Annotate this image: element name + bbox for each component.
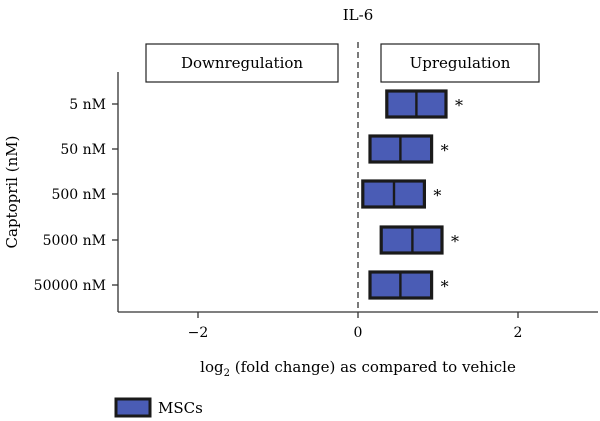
x-axis-label-subscript: 2 bbox=[224, 368, 230, 379]
significance-mark-2: * bbox=[433, 186, 441, 205]
significance-mark-0: * bbox=[455, 96, 463, 115]
x-tick-label: −2 bbox=[188, 325, 209, 341]
upregulation-label: Upregulation bbox=[410, 54, 511, 72]
significance-mark-1: * bbox=[441, 141, 449, 160]
y-tick-label: 500 nM bbox=[51, 187, 106, 203]
y-tick-label: 50 nM bbox=[60, 142, 106, 158]
x-axis-label: log2 (fold change) as compared to vehicl… bbox=[200, 358, 516, 379]
x-tick-label: 0 bbox=[354, 325, 363, 341]
significance-mark-4: * bbox=[441, 277, 449, 296]
legend-label: MSCs bbox=[158, 399, 203, 417]
x-axis-label-prefix: log bbox=[200, 358, 224, 376]
y-axis-label: Captopril (nM) bbox=[3, 136, 21, 249]
y-tick-label: 5 nM bbox=[69, 97, 106, 113]
downregulation-label: Downregulation bbox=[181, 54, 303, 72]
legend: MSCs bbox=[114, 397, 203, 418]
significance-mark-3: * bbox=[451, 232, 459, 251]
chart-title: IL-6 bbox=[343, 6, 374, 24]
downregulation-box bbox=[145, 43, 339, 83]
x-tick-label: 2 bbox=[514, 325, 523, 341]
y-tick-label: 5000 nM bbox=[43, 233, 106, 249]
plot-area: −2 0 2 5 nM 50 nM 500 nM 5000 nM 50000 nM Downre… bbox=[34, 42, 598, 341]
y-tick-label: 50000 nM bbox=[34, 278, 106, 294]
upregulation-box bbox=[380, 43, 540, 83]
legend-swatch bbox=[114, 397, 152, 418]
x-axis-label-suffix: (fold change) as compared to vehicle bbox=[230, 358, 516, 376]
